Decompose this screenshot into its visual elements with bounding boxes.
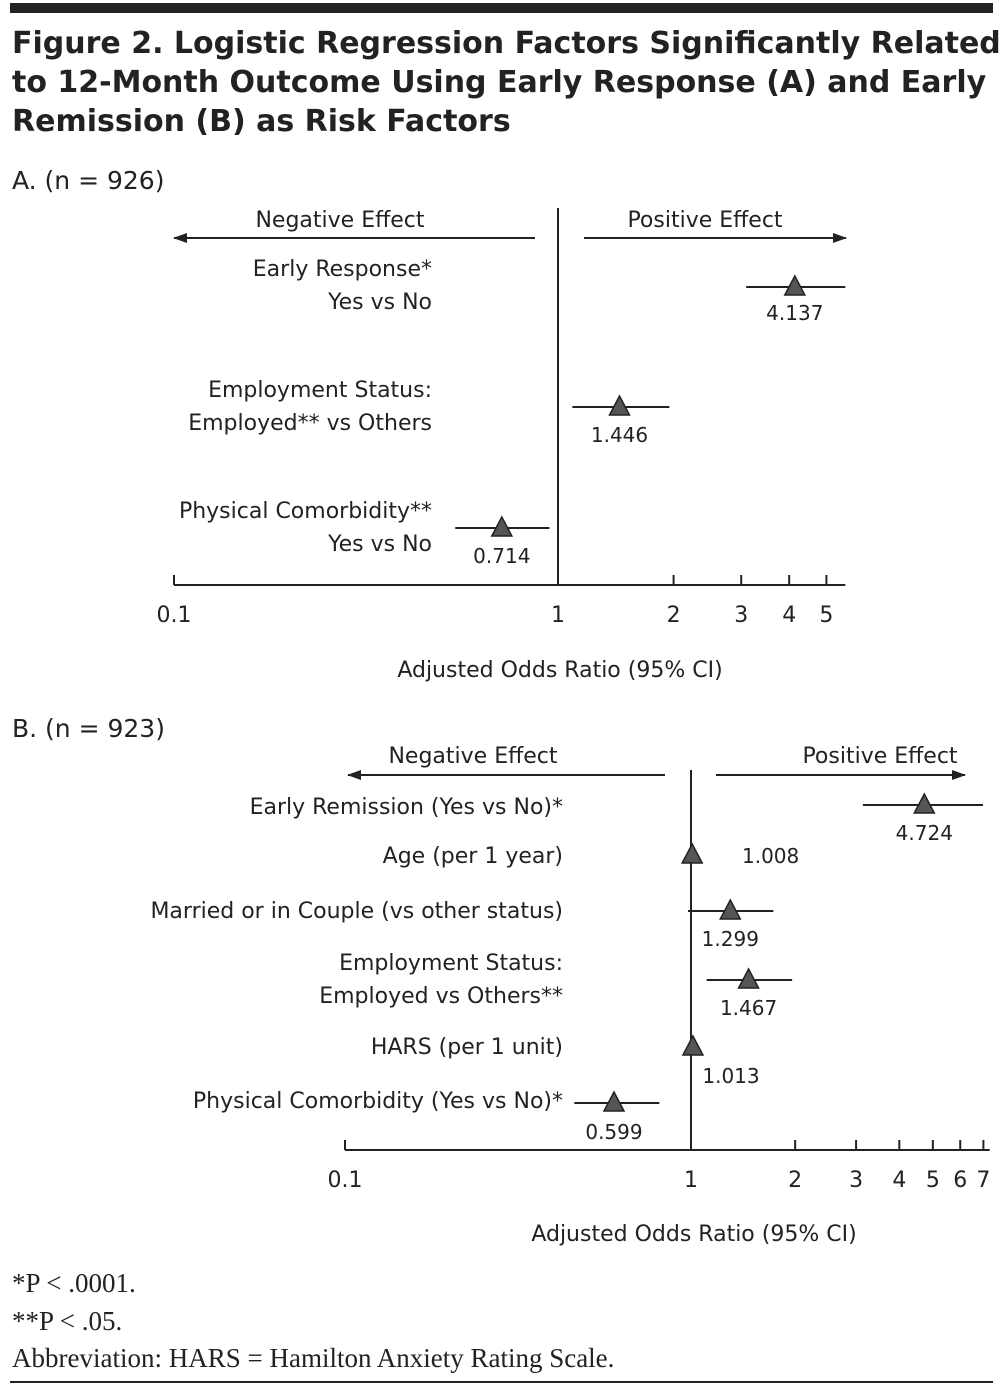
odds-ratio-marker <box>719 898 742 920</box>
footnote-abbreviation: Abbreviation: HARS = Hamilton Anxiety Ra… <box>12 1343 614 1373</box>
panel-b: B. (n = 923) Negative Effect Positive Effe… <box>12 714 990 1247</box>
x-tick-label: 1 <box>551 603 565 628</box>
positive-effect-label: Positive Effect <box>627 208 782 233</box>
top-rule <box>10 3 993 13</box>
row-label: Yes vs No <box>327 532 432 557</box>
odds-ratio-marker <box>608 394 631 416</box>
odds-ratio-marker <box>737 967 760 989</box>
x-axis-label: Adjusted Odds Ratio (95% CI) <box>397 658 722 683</box>
x-tick-label: 5 <box>819 603 833 628</box>
x-tick-label: 6 <box>953 1168 967 1193</box>
forest-row: Early Response* Yes vs No 4.137 <box>253 257 846 325</box>
forest-row: Physical Comorbidity (Yes vs No)* 0.599 <box>193 1089 660 1144</box>
row-label: Early Remission (Yes vs No)* <box>250 795 563 820</box>
x-tick-label: 3 <box>734 603 748 628</box>
forest-row: Employment Status: Employed** vs Others 1.… <box>188 378 670 447</box>
row-label: Employed** vs Others <box>188 411 432 436</box>
forest-row: Married or in Couple (vs other status) 1.… <box>150 898 774 951</box>
forest-row: Employment Status: Employed vs Others** 1.… <box>319 951 793 1020</box>
panel-label: B. (n = 923) <box>12 714 165 743</box>
odds-ratio-marker <box>913 792 936 814</box>
odds-ratio-value: 1.008 <box>742 844 799 868</box>
footnote-1: *P < .0001. <box>12 1268 136 1298</box>
x-tick-label: 1 <box>684 1168 698 1193</box>
panel-a: A. (n = 926) Negative Effect Positive Effe… <box>12 166 847 683</box>
odds-ratio-marker <box>680 842 704 864</box>
odds-ratio-value: 1.467 <box>720 996 777 1020</box>
odds-ratio-value: 0.714 <box>473 544 530 568</box>
x-tick-label: 4 <box>892 1168 906 1193</box>
negative-effect-label: Negative Effect <box>388 744 557 769</box>
figure-title-line-1: Figure 2. Logistic Regression Factors Si… <box>12 26 1001 61</box>
x-tick-label: 0.1 <box>157 603 192 628</box>
row-label: Physical Comorbidity** <box>179 499 432 524</box>
x-tick-label: 5 <box>926 1168 940 1193</box>
odds-ratio-value: 1.446 <box>591 423 648 447</box>
positive-effect-label: Positive Effect <box>802 744 957 769</box>
row-label: Age (per 1 year) <box>383 844 563 869</box>
figure-title-line-3: Remission (B) as Risk Factors <box>12 104 511 139</box>
row-label: Physical Comorbidity (Yes vs No)* <box>193 1089 563 1114</box>
figure-title-line-2: to 12-Month Outcome Using Early Response… <box>12 65 987 100</box>
x-tick-label: 4 <box>782 603 796 628</box>
row-label: Yes vs No <box>327 290 432 315</box>
forest-row: Physical Comorbidity** Yes vs No 0.714 <box>179 499 550 568</box>
odds-ratio-value: 4.137 <box>766 301 823 325</box>
odds-ratio-value: 0.599 <box>585 1120 642 1144</box>
row-label: HARS (per 1 unit) <box>371 1035 563 1060</box>
odds-ratio-marker <box>681 1034 705 1056</box>
forest-row: Age (per 1 year) 1.008 <box>383 842 799 869</box>
panel-label: A. (n = 926) <box>12 166 164 195</box>
odds-ratio-value: 1.299 <box>702 927 759 951</box>
bottom-rule <box>10 1381 993 1383</box>
negative-effect-label: Negative Effect <box>255 208 424 233</box>
row-label: Employed vs Others** <box>319 984 563 1009</box>
odds-ratio-marker <box>783 274 807 296</box>
x-tick-label: 7 <box>976 1168 990 1193</box>
row-label: Employment Status: <box>339 951 563 976</box>
odds-ratio-value: 4.724 <box>896 821 953 845</box>
forest-row: HARS (per 1 unit) 1.013 <box>371 1034 760 1088</box>
odds-ratio-marker <box>602 1090 626 1112</box>
row-label: Employment Status: <box>208 378 432 403</box>
forest-row: Early Remission (Yes vs No)* 4.724 <box>250 792 983 845</box>
odds-ratio-value: 1.013 <box>702 1064 759 1088</box>
odds-ratio-marker <box>490 515 514 537</box>
row-label: Married or in Couple (vs other status) <box>150 899 563 924</box>
row-label: Early Response* <box>253 257 432 282</box>
x-tick-label: 3 <box>849 1168 863 1193</box>
x-tick-label: 2 <box>788 1168 802 1193</box>
x-tick-label: 2 <box>667 603 681 628</box>
x-tick-label: 0.1 <box>328 1168 363 1193</box>
footnote-2: **P < .05. <box>12 1306 122 1336</box>
x-axis-label: Adjusted Odds Ratio (95% CI) <box>531 1222 856 1247</box>
